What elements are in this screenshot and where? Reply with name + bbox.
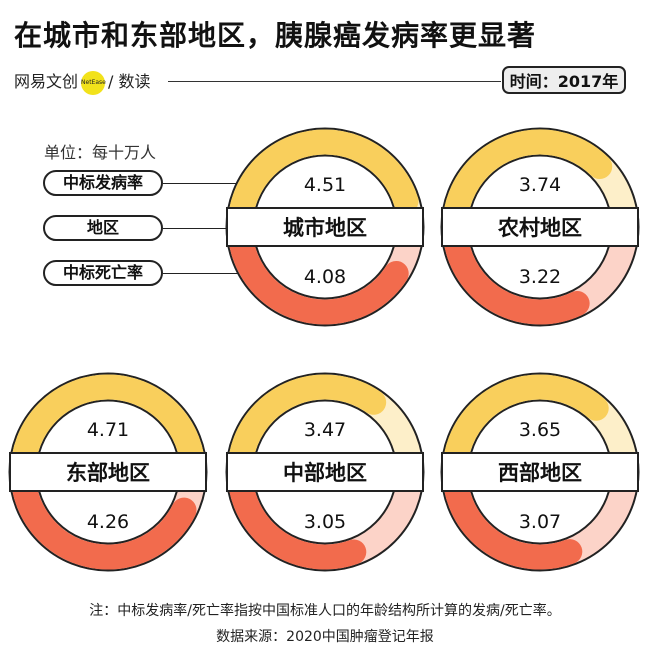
region-label-box [441, 207, 639, 247]
region-label: 农村地区 [497, 216, 582, 240]
mortality-value-label: 3.07 [519, 511, 561, 533]
incidence-arc [227, 374, 387, 485]
incidence-value-label: 3.65 [519, 419, 561, 441]
region-label: 西部地区 [498, 461, 582, 485]
mortality-arc [442, 214, 590, 325]
legend-region: 地区 [43, 215, 163, 241]
time-badge: 时间：2017年 [502, 66, 626, 94]
incidence-value-label: 3.47 [304, 419, 346, 441]
incidence-value-label: 4.71 [87, 419, 129, 441]
region-label-box [9, 452, 207, 492]
incidence-value-label: 3.74 [519, 174, 561, 196]
region-label-box [226, 207, 424, 247]
incidence-value-label: 4.51 [304, 174, 346, 196]
legend-incidence: 中标发病率 [43, 170, 163, 196]
mortality-arc [10, 459, 197, 570]
legend-mortality: 中标死亡率 [43, 260, 163, 286]
source-note: 数据来源：2020中国肿瘤登记年报 [216, 629, 434, 645]
region-label-box [226, 452, 424, 492]
region-label: 城市地区 [283, 216, 367, 240]
mortality-arc [227, 459, 367, 570]
mortality-arc [442, 459, 583, 570]
brand-logo: 网易文创 NetEase / 数读 [14, 68, 151, 95]
header-rule [168, 81, 501, 82]
region-label-box [441, 452, 639, 492]
mortality-value-label: 3.05 [304, 511, 346, 533]
mortality-value-label: 4.08 [304, 266, 346, 288]
incidence-arc [10, 374, 205, 485]
region-label: 东部地区 [66, 461, 150, 485]
mortality-arc [227, 214, 409, 325]
incidence-arc [442, 374, 609, 485]
footnote: 注：中标发病率/死亡率指按中国标准人口的年龄结构所计算的发病/死亡率。 [89, 603, 561, 619]
chart-title: 在城市和东部地区，胰腺癌发病率更显著 [14, 19, 537, 52]
brand-sub: / 数读 [108, 72, 151, 91]
brand-badge: NetEase [81, 70, 106, 95]
mortality-value-label: 4.26 [87, 511, 129, 533]
incidence-arc [442, 129, 613, 240]
incidence-arc [227, 129, 419, 240]
unit-label: 单位：每十万人 [44, 143, 157, 162]
brand-name: 网易文创 [14, 72, 79, 91]
region-label: 中部地区 [283, 461, 367, 485]
mortality-value-label: 3.22 [519, 266, 561, 288]
